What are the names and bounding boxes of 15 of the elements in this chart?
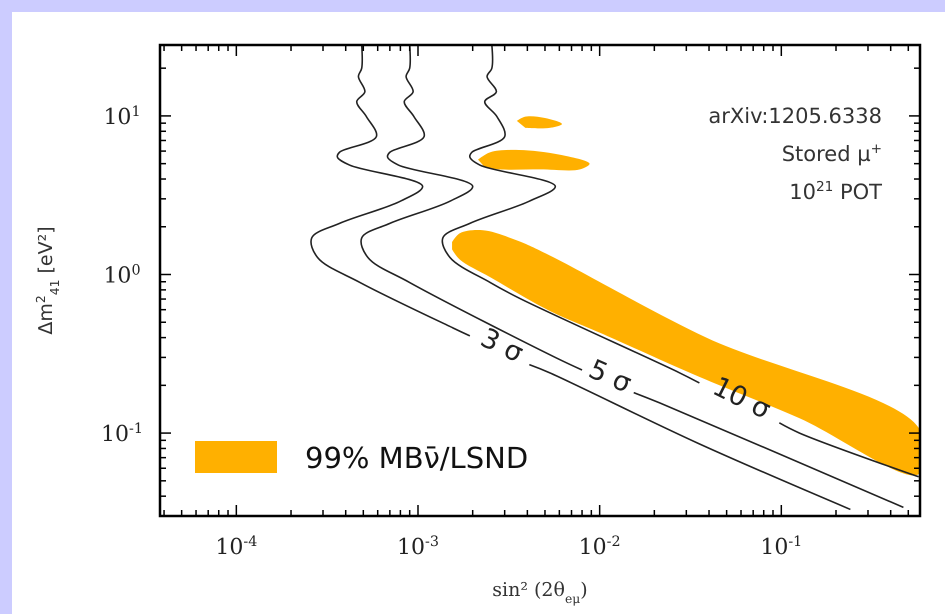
text: 3 σ xyxy=(476,322,528,370)
y-tick-label: 10$^{-1}$ xyxy=(101,421,143,448)
x-tick-label: 10$^{-3}$ xyxy=(397,534,439,560)
text: 10 σ xyxy=(708,371,776,426)
y-tick-label: 10$^{1}$ xyxy=(103,104,141,130)
annotation: arXiv:1205.6338 xyxy=(708,104,882,128)
x-tick-label: 10$^{-1}$ xyxy=(760,534,802,560)
y-tick-label: 10$^{0}$ xyxy=(103,262,141,288)
x-tick-label: 10$^{-2}$ xyxy=(578,534,621,560)
legend-label: 99% MBν̄/LSND xyxy=(305,441,528,475)
annotation: 10$^{21}$ POT xyxy=(789,179,882,204)
annotation: Stored μ$^{+}$ xyxy=(782,141,882,166)
x-tick-label: 10$^{-4}$ xyxy=(215,534,258,560)
text: 5 σ xyxy=(584,354,636,400)
x-axis-title: sin² (2θ$_{eμ}$) xyxy=(492,579,588,606)
